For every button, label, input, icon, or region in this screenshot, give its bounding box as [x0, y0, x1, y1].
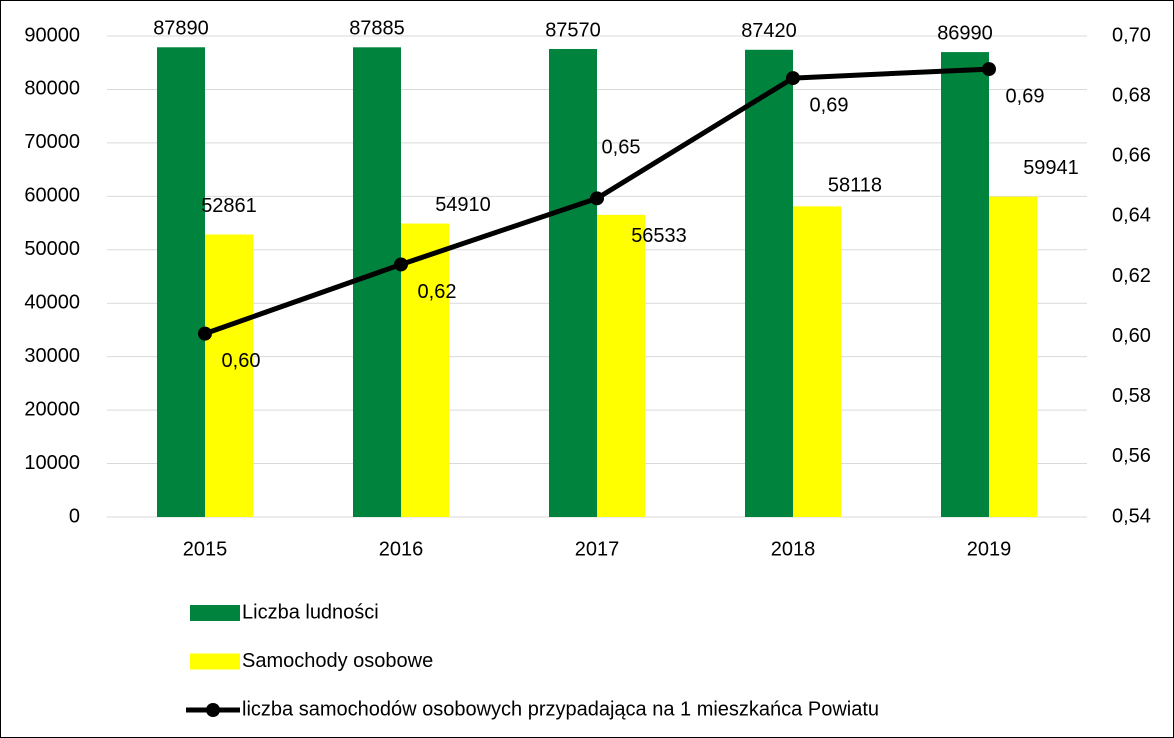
y2-tick-label: 0,70: [1112, 24, 1151, 46]
legend-key: [190, 653, 240, 670]
data-label: 87885: [349, 18, 405, 40]
data-label: 0,60: [222, 350, 261, 372]
y2-tick-label: 0,58: [1112, 385, 1151, 407]
bar: [793, 206, 841, 517]
data-label: 0,65: [602, 137, 641, 159]
data-label: 87420: [741, 20, 797, 42]
x-tick-label: 2019: [967, 538, 1012, 560]
data-label: 52861: [201, 195, 257, 217]
data-label: 87570: [545, 19, 601, 41]
bar: [353, 47, 401, 518]
legend-label: Liczba ludności: [242, 601, 379, 623]
bar: [989, 196, 1037, 517]
bar: [597, 214, 645, 517]
y2-tick-label: 0,60: [1112, 325, 1151, 347]
data-label: 0,69: [1006, 85, 1045, 107]
y-tick-label: 20000: [24, 398, 80, 420]
data-label: 59941: [1023, 157, 1079, 179]
bar: [941, 52, 989, 517]
x-tick-label: 2017: [575, 538, 620, 560]
line-point: [982, 62, 996, 77]
bar: [401, 223, 449, 517]
data-label: 56533: [631, 225, 687, 247]
x-tick-label: 2015: [183, 538, 228, 560]
y-tick-label: 50000: [24, 238, 80, 260]
data-label: 0,69: [810, 94, 849, 116]
y2-tick-label: 0,56: [1112, 445, 1151, 467]
bar: [157, 47, 205, 517]
y-tick-label: 30000: [24, 345, 80, 367]
y-tick-label: 10000: [24, 452, 80, 474]
data-label: 54910: [435, 194, 491, 216]
bar: [205, 234, 253, 518]
y-tick-label: 60000: [24, 185, 80, 207]
legend-key: [206, 703, 220, 717]
legend-key: [190, 605, 240, 621]
line-point: [198, 326, 212, 341]
legend-label: Samochody osobowe: [242, 650, 433, 672]
bar: [745, 49, 793, 517]
legend-label: liczba samochodów osobowych przypadająca…: [242, 698, 879, 720]
line-point: [394, 257, 408, 272]
y-tick-label: 90000: [24, 24, 80, 46]
y-tick-label: 40000: [24, 292, 80, 314]
data-label: 0,62: [418, 281, 457, 303]
y2-tick-label: 0,64: [1112, 205, 1151, 227]
x-tick-label: 2018: [771, 538, 816, 560]
y2-tick-label: 0,62: [1112, 265, 1151, 287]
y2-tick-label: 0,54: [1112, 505, 1151, 527]
y-tick-label: 70000: [24, 131, 80, 153]
bar: [549, 48, 597, 517]
data-label: 87890: [153, 18, 209, 40]
y2-tick-label: 0,66: [1112, 145, 1151, 167]
y-tick-label: 0: [69, 505, 80, 527]
line-point: [590, 191, 604, 206]
line-point: [786, 71, 800, 86]
data-label: 58118: [828, 175, 882, 197]
data-label: 86990: [937, 22, 993, 44]
y-tick-label: 80000: [24, 78, 80, 100]
y2-tick-label: 0,68: [1112, 84, 1151, 106]
x-tick-label: 2016: [379, 538, 424, 560]
